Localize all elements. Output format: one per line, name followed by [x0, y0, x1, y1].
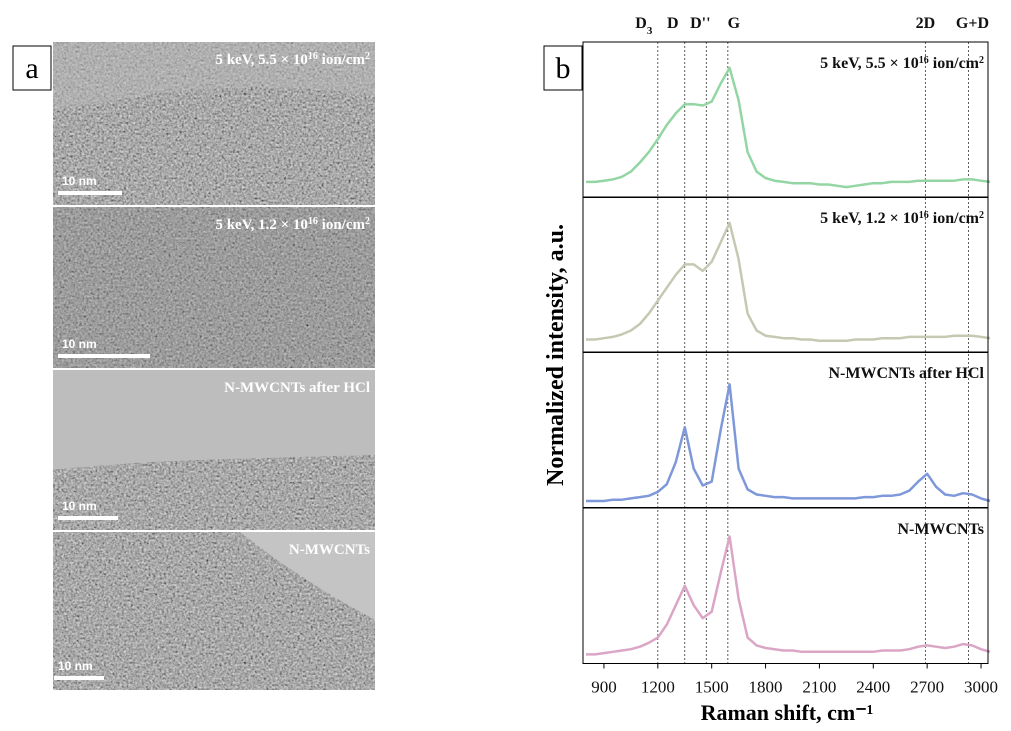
text-part: N-MWCNTs — [897, 521, 984, 538]
text-part: ion/cm — [929, 55, 980, 72]
reference-label: D3 — [635, 15, 653, 37]
text-part: N-MWCNTs — [289, 542, 370, 558]
scale-bar — [58, 516, 118, 520]
superscript: 2 — [365, 51, 370, 62]
text-part: 5 keV, 1.2 × 10 — [215, 217, 307, 233]
superscript: 16 — [308, 51, 318, 62]
text-part: D — [667, 15, 679, 32]
image-caption: 5 keV, 1.2 × 1016 ion/cm2 — [215, 216, 370, 234]
reference-label: G+D — [956, 15, 989, 32]
superscript: 2 — [365, 216, 370, 227]
scale-bar — [58, 191, 122, 195]
text-part: ion/cm — [929, 210, 980, 227]
panel-label: b — [556, 52, 571, 85]
panel-label-box — [12, 45, 52, 91]
text-part: ion/cm — [318, 217, 366, 233]
text-part: 5 keV, 1.2 × 10 — [820, 210, 919, 227]
text-part: G — [728, 15, 741, 32]
scale-bar-label: 10 nm — [62, 499, 97, 513]
x-tick-label: 900 — [591, 678, 617, 697]
text-part: N-MWCNTs after HCl — [828, 365, 984, 382]
series-label: 5 keV, 1.2 × 1016 ion/cm2 — [820, 210, 984, 228]
x-tick-label: 3000 — [964, 678, 998, 697]
x-tick-label: 2700 — [910, 678, 944, 697]
reference-label: D — [667, 15, 679, 32]
scale-bar — [54, 676, 104, 680]
scale-bar-label: 10 nm — [62, 174, 97, 188]
y-axis-label: Normalized intensity, a.u. — [543, 224, 569, 486]
superscript: 16 — [919, 55, 929, 66]
panel-label: a — [25, 52, 38, 85]
series-label: N-MWCNTs — [897, 521, 984, 538]
tem-images — [53, 42, 375, 690]
x-tick-label: 2100 — [802, 678, 836, 697]
image-caption: N-MWCNTs after HCl — [224, 380, 370, 396]
text-part: 5 keV, 5.5 × 10 — [215, 52, 307, 68]
spectrum-line — [586, 383, 991, 503]
image-caption: N-MWCNTs — [289, 542, 370, 558]
spectrum-line — [586, 535, 991, 656]
superscript: 16 — [308, 216, 318, 227]
image-caption: 5 keV, 5.5 × 1016 ion/cm2 — [215, 51, 370, 69]
x-tick-label: 1500 — [695, 678, 729, 697]
x-axis-label: Raman shift, cm⁻¹ — [701, 700, 874, 725]
panel-label-box — [543, 45, 583, 91]
text-part: ion/cm — [318, 52, 366, 68]
superscript: 16 — [919, 210, 929, 221]
text-part: G+D — [956, 15, 989, 32]
superscript: 2 — [979, 55, 984, 66]
text-part: D — [635, 15, 647, 32]
x-tick-label: 2400 — [856, 678, 890, 697]
text-part: 2D — [916, 15, 936, 32]
series-label: N-MWCNTs after HCl — [828, 365, 984, 382]
x-tick-label: 1200 — [641, 678, 675, 697]
series-label: 5 keV, 5.5 × 1016 ion/cm2 — [820, 55, 984, 73]
scale-bar-label: 10 nm — [58, 659, 93, 673]
text-part: N-MWCNTs after HCl — [224, 380, 370, 396]
reference-label: 2D — [916, 15, 936, 32]
superscript: 2 — [979, 210, 984, 221]
text-part: D'' — [690, 15, 710, 32]
spectrum-line — [586, 221, 991, 343]
reference-label: D'' — [690, 15, 710, 32]
reference-label: G — [728, 15, 741, 32]
text-part: 5 keV, 5.5 × 10 — [820, 55, 919, 72]
scale-bar-label: 10 nm — [62, 337, 97, 351]
scale-bar — [58, 354, 150, 358]
subplot-frame — [582, 507, 989, 664]
x-tick-label: 1800 — [749, 678, 783, 697]
subscript: 3 — [647, 25, 653, 37]
spectrum-line — [586, 66, 991, 189]
